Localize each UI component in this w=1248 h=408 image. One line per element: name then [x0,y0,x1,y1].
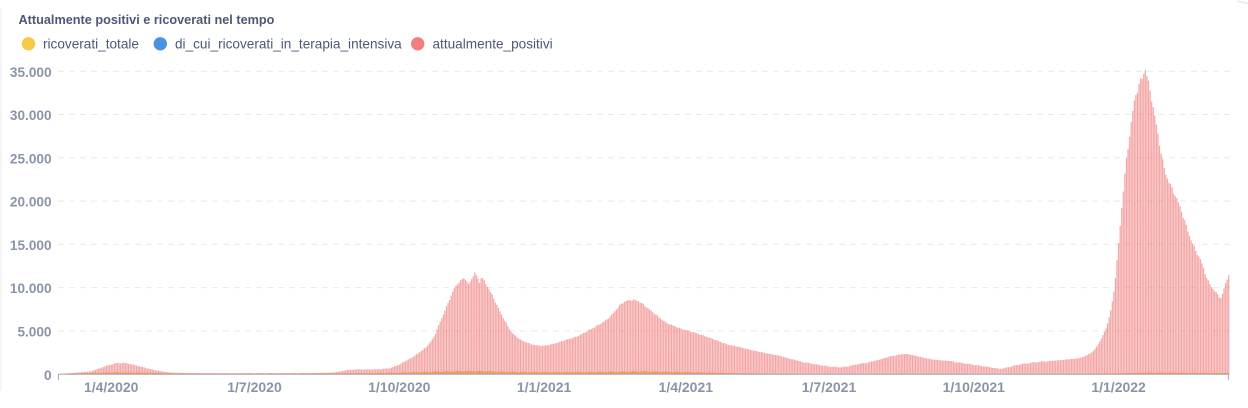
svg-text:1/7/2020: 1/7/2020 [227,379,282,395]
svg-text:35.000: 35.000 [10,65,52,80]
svg-text:15.000: 15.000 [10,238,52,253]
svg-text:1/1/2021: 1/1/2021 [517,379,572,395]
svg-text:Attualmente positivi e ricover: Attualmente positivi e ricoverati nel te… [19,13,275,27]
svg-text:1/7/2021: 1/7/2021 [802,379,857,395]
svg-text:1/4/2021: 1/4/2021 [659,379,714,395]
svg-text:di_cui_ricoverati_in_terapia_i: di_cui_ricoverati_in_terapia_intensiva [175,36,402,51]
svg-text:1/1/2022: 1/1/2022 [1091,379,1146,395]
svg-text:attualmente_positivi: attualmente_positivi [433,36,553,51]
svg-text:ricoverati_totale: ricoverati_totale [43,36,139,51]
svg-text:1/10/2021: 1/10/2021 [943,379,1005,395]
svg-text:25.000: 25.000 [10,151,52,166]
svg-text:10.000: 10.000 [10,281,52,296]
svg-text:1/4/2020: 1/4/2020 [84,379,139,395]
svg-text:1/10/2020: 1/10/2020 [368,379,430,395]
svg-text:0: 0 [44,368,52,383]
svg-text:30.000: 30.000 [10,108,52,123]
svg-text:5.000: 5.000 [17,324,51,339]
svg-text:20.000: 20.000 [10,195,52,210]
